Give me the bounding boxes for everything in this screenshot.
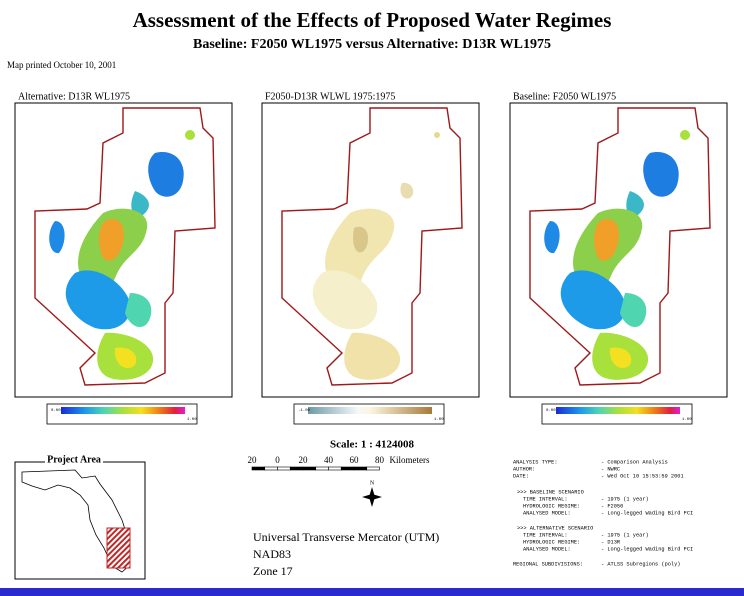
info-key: ANALYSED MODEL: <box>523 510 571 516</box>
info-key: ANALYSIS TYPE: <box>513 459 558 465</box>
scale-segment <box>277 466 291 471</box>
legend-min: 0.00 <box>546 409 556 413</box>
north-arrow: N <box>362 480 382 507</box>
inset-map: Project Area <box>14 454 146 580</box>
info-value: - Comparison Analysis <box>601 459 668 465</box>
scale-segment <box>328 466 342 471</box>
scale-tick-label: 60 <box>350 455 360 465</box>
scale-tick-label: 20 <box>299 455 309 465</box>
info-value: - 1975 (1 year) <box>601 496 649 502</box>
datum: NAD83 <box>253 547 291 561</box>
north-label: N <box>370 480 375 486</box>
info-key: >>> ALTERNATIVE SCENARIO <box>517 525 593 531</box>
scale-segment <box>264 466 278 471</box>
inset-title: Project Area <box>47 454 101 465</box>
info-value: - 1975 (1 year) <box>601 532 649 538</box>
info-key: HYDROLOGIC REGIME: <box>523 503 580 509</box>
scale-tick-label: 80 <box>375 455 385 465</box>
zone: Zone 17 <box>253 564 293 578</box>
panel-label: Alternative: D13R WL1975 <box>18 91 130 102</box>
legend-max: 1.00 <box>434 418 444 422</box>
scale-segment <box>251 466 266 471</box>
scale-tick-label: 20 <box>248 455 258 465</box>
color-ramp <box>308 407 432 414</box>
info-key: REGIONAL SUBDIVISIONS: <box>513 561 583 567</box>
legend-min: -1.00 <box>298 409 311 413</box>
bottom-bar <box>0 588 744 596</box>
scale-segment <box>340 466 355 471</box>
scale-segment <box>315 466 329 471</box>
info-key: ANALYSED MODEL: <box>523 546 571 552</box>
info-key: TIME INTERVAL: <box>523 496 568 502</box>
info-value: - ATLSS Subregions (poly) <box>601 561 680 567</box>
color-ramp <box>556 407 680 414</box>
scale-bar: 20 0 20 40 60 80 Kilometers <box>248 455 430 471</box>
info-key: HYDROLOGIC REGIME: <box>523 539 580 545</box>
info-key: >>> BASELINE SCENARIO <box>517 489 584 495</box>
projection: Universal Transverse Mercator (UTM) <box>253 530 439 544</box>
info-key: AUTHOR: <box>513 466 535 472</box>
info-value: - F2050 <box>601 503 623 509</box>
legend-max: 1.00 <box>187 418 197 422</box>
panel-label: F2050-D13R WLWL 1975:1975 <box>265 91 395 102</box>
legend-max: 1.00 <box>682 418 692 422</box>
info-value: - Wed Oct 10 15:53:59 2001 <box>601 473 684 479</box>
scale-segment <box>353 466 368 471</box>
info-key: DATE: <box>513 473 529 479</box>
scale-segment <box>302 466 317 471</box>
title: Assessment of the Effects of Proposed Wa… <box>133 8 612 32</box>
print-date: Map printed October 10, 2001 <box>7 60 116 70</box>
info-value: - Long-legged Wading Bird FCI <box>601 546 693 552</box>
color-ramp <box>61 407 185 414</box>
info-key: TIME INTERVAL: <box>523 532 568 538</box>
scale-tick-label: 0 <box>275 455 280 465</box>
panel-label: Baseline: F2050 WL1975 <box>513 91 616 102</box>
legend-min: 0.00 <box>51 409 61 413</box>
info-value: - Long-legged Wading Bird FCI <box>601 510 693 516</box>
info-value: - D13R <box>601 539 621 545</box>
scale-segment <box>289 466 304 471</box>
info-block: ANALYSIS TYPE: - Comparison Analysis AUTHO… <box>513 459 693 567</box>
subtitle: Baseline: F2050 WL1975 versus Alternativ… <box>193 37 551 52</box>
scale-segment <box>366 466 380 471</box>
info-value: - NWRC <box>601 466 620 472</box>
scale-text: Scale: 1 : 4124008 <box>330 439 415 451</box>
scale-unit: Kilometers <box>390 455 430 465</box>
scale-tick-label: 40 <box>324 455 334 465</box>
